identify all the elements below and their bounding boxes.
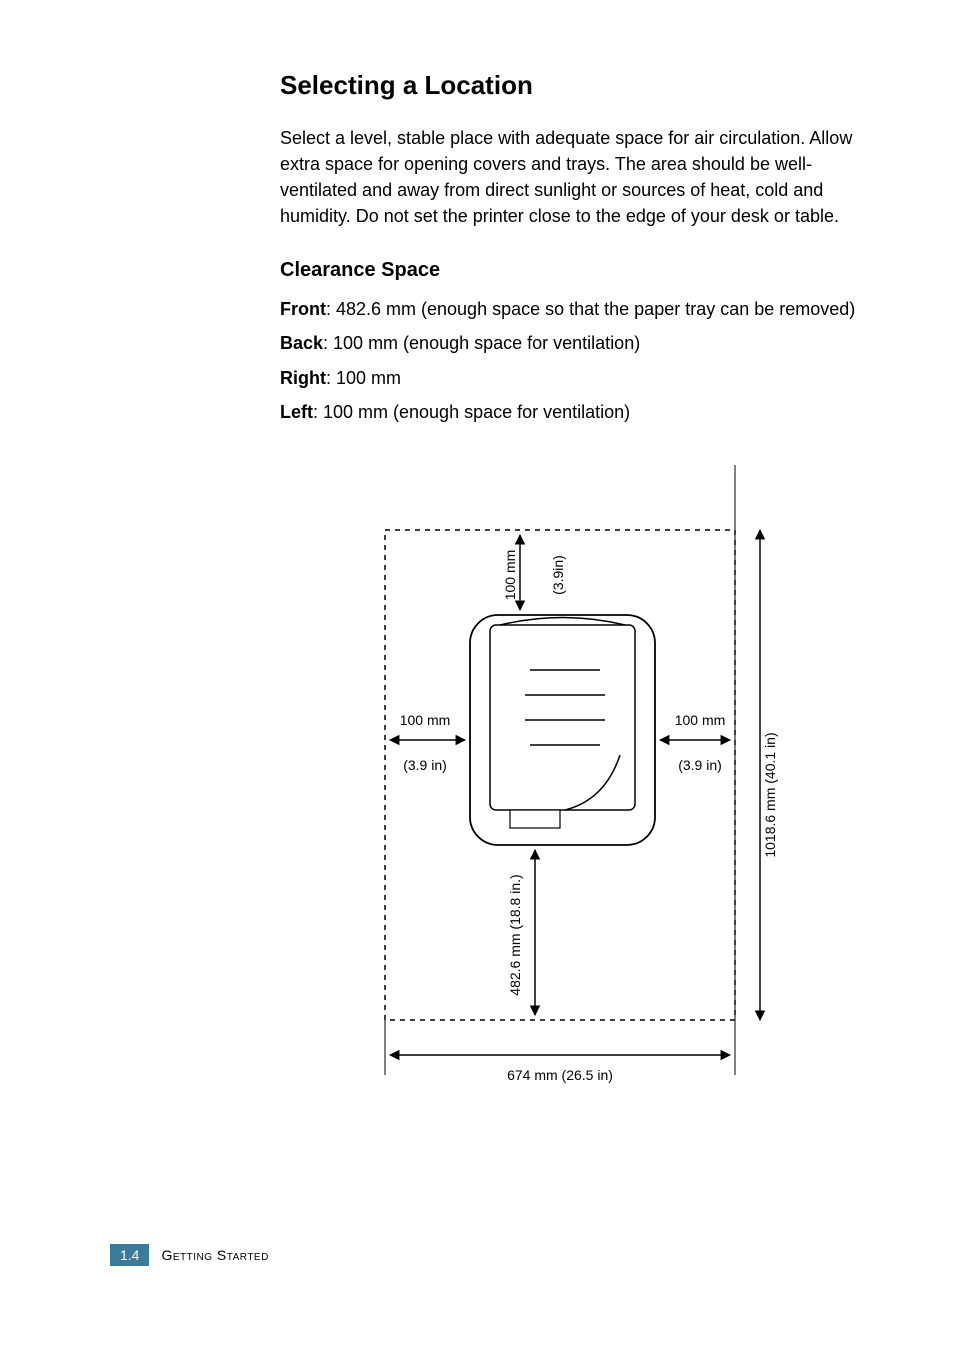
spec-back-text: : 100 mm (enough space for ventilation) <box>323 333 640 353</box>
dim-left-mm: 100 mm <box>400 712 451 728</box>
spec-front-label: Front <box>280 299 326 319</box>
spec-left: Left: 100 mm (enough space for ventilati… <box>280 399 880 425</box>
spec-left-text: : 100 mm (enough space for ventilation) <box>313 402 630 422</box>
dim-top-mm: 100 mm <box>502 549 518 600</box>
spec-right-label: Right <box>280 368 326 388</box>
clearance-diagram: 1018.6 mm (40.1 in) 674 mm (26.5 in) <box>340 465 874 1110</box>
spec-front-text: : 482.6 mm (enough space so that the pap… <box>326 299 855 319</box>
dim-total-height: 1018.6 mm (40.1 in) <box>762 732 778 857</box>
spec-back-label: Back <box>280 333 323 353</box>
spec-front: Front: 482.6 mm (enough space so that th… <box>280 296 880 322</box>
page-number-badge: 1.4 <box>110 1244 149 1266</box>
dim-front-mm-in: 482.6 mm (18.8 in.) <box>507 874 523 995</box>
spec-right: Right: 100 mm <box>280 365 880 391</box>
dim-right-in: (3.9 in) <box>678 757 722 773</box>
heading-clearance-space: Clearance Space <box>280 259 880 282</box>
intro-paragraph: Select a level, stable place with adequa… <box>280 125 880 229</box>
dim-left-in: (3.9 in) <box>403 757 447 773</box>
dim-top-in: (3.9in) <box>550 555 566 595</box>
spec-back: Back: 100 mm (enough space for ventilati… <box>280 330 880 356</box>
spec-right-text: : 100 mm <box>326 368 401 388</box>
page-footer: 1.4 Getting Started <box>110 1244 269 1266</box>
dim-right-mm: 100 mm <box>675 712 726 728</box>
footer-section-title: Getting Started <box>161 1247 268 1263</box>
printer-icon <box>470 615 655 845</box>
heading-selecting-location: Selecting a Location <box>280 70 880 101</box>
spec-left-label: Left <box>280 402 313 422</box>
dim-total-width: 674 mm (26.5 in) <box>507 1067 613 1083</box>
